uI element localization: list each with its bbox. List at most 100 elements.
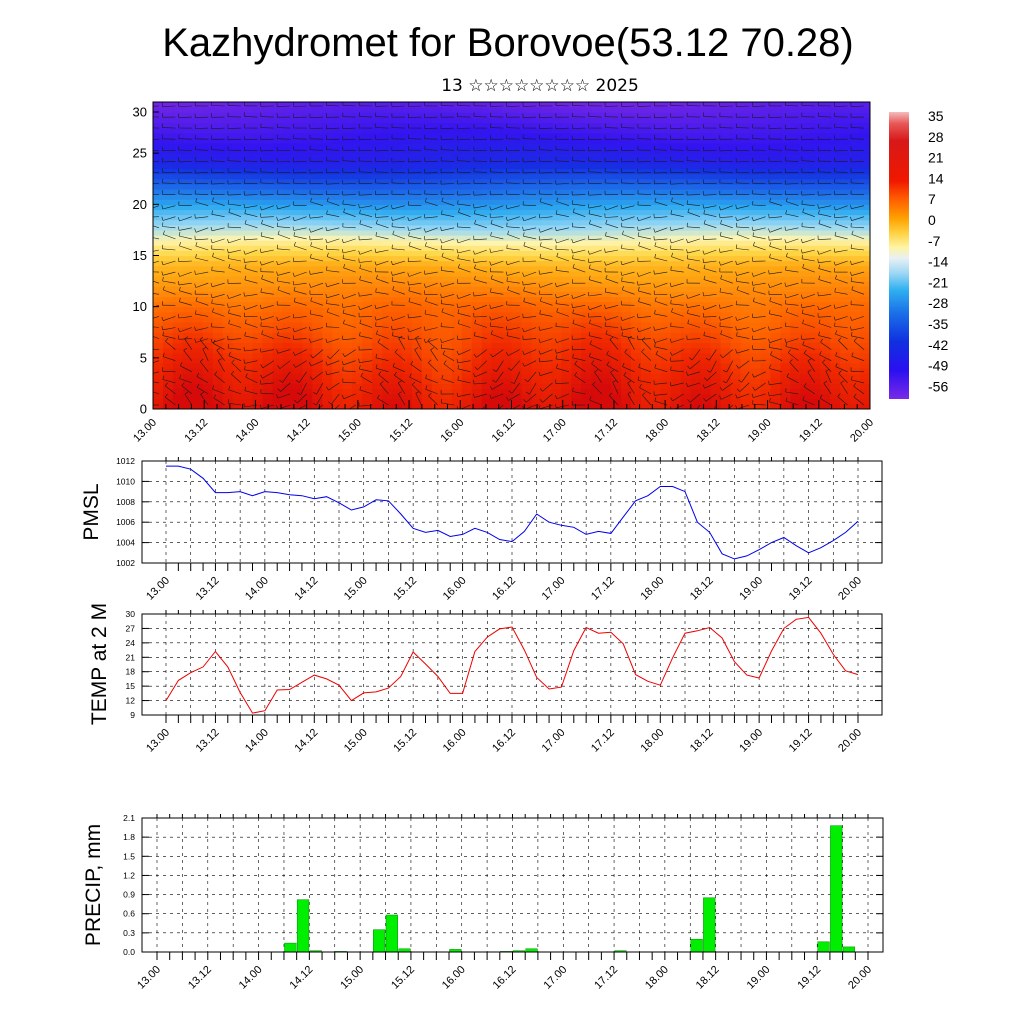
heatmap-cell [481,286,493,292]
heatmap-cell [441,316,453,323]
heatmap-cell [730,275,742,282]
heatmap-cell [232,383,244,390]
wind-barb-flag [325,293,328,298]
heatmap-cell [272,199,284,205]
heatmap-cell [611,301,622,308]
heatmap-cell [611,398,622,405]
heatmap-cell [421,163,433,170]
heatmap-cell [431,188,443,195]
heatmap-cell [670,235,682,241]
heatmap-cell [491,286,503,292]
heatmap-cell [740,327,752,333]
heatmap-cell [212,383,224,390]
heatmap-cell [441,194,453,200]
heatmap-cell [800,306,811,313]
heatmap-cell [411,204,423,211]
heatmap-cell [680,260,692,267]
heatmap-cell [541,327,552,333]
heatmap-cell [172,265,184,272]
wind-barb [294,327,307,333]
heatmap-cell [631,188,642,195]
heatmap-cell [162,403,174,409]
heatmap-cell [431,388,443,395]
wind-barb [228,238,242,244]
heatmap-cell [451,132,463,139]
heatmap-cell [571,296,582,303]
heatmap-cell [810,163,821,170]
heatmap-cell [850,357,861,364]
heatmap-cell [491,383,503,390]
heatmap-cell [730,337,742,344]
heatmap-cell [302,311,313,318]
heatmap-cell [282,322,294,328]
heatmap-cell [750,224,762,231]
heatmap-cell [860,337,870,344]
heatmap-cell [172,112,184,118]
wind-barb [309,149,324,151]
heatmap-cell [790,148,801,154]
heatmap-cell [780,275,791,282]
heatmap-cell [670,388,682,395]
wind-barb [277,349,291,354]
heatmap-cell [172,368,184,374]
heatmap-cell [222,383,234,390]
heatmap-cell [312,204,323,211]
heatmap-cell [242,188,254,195]
heatmap-cell [282,240,294,246]
heatmap-cell [232,102,244,108]
heatmap-cell [561,260,572,267]
heatmap-cell [471,112,483,118]
heatmap-cell [153,178,164,185]
heatmap-cell [660,127,672,134]
heatmap-cell [491,137,503,144]
heatmap-cell [202,245,214,251]
heatmap-cell [382,362,393,369]
heatmap-cell [830,168,841,175]
heatmap-cell [262,112,274,118]
heatmap-cell [740,286,752,292]
heatmap-cell [710,178,722,185]
heatmap-cell [192,403,204,409]
heatmap-cell [800,327,811,333]
heatmap-cell [322,148,333,154]
wind-barb [261,205,274,211]
heatmap-cell [591,398,602,405]
heatmap-cell [660,270,672,277]
heatmap-cell [690,122,702,129]
heatmap-cell [760,224,772,231]
heatmap-cell [362,250,373,257]
heatmap-cell [521,127,533,134]
heatmap-cell [481,270,493,277]
heatmap-cell [810,183,821,190]
heatmap-cell [551,388,562,395]
heatmap-cell [830,291,841,298]
heatmap-cell [332,316,343,323]
heatmap-cell [670,362,682,369]
heatmap-cell [740,199,752,205]
heatmap-cell [521,301,533,308]
heatmap-cell [740,260,752,267]
heatmap-cell [222,291,234,298]
heatmap-cell [611,235,622,241]
heatmap-cell [481,327,493,333]
heatmap-cell [302,398,313,405]
heatmap-cell [282,378,294,385]
heatmap-cell [860,311,870,318]
heatmap-cell [810,229,821,236]
heatmap-cell [660,214,672,221]
heatmap-cell [252,235,264,241]
heatmap-cell [650,342,662,349]
heatmap-cell [700,168,712,175]
heatmap-cell [690,107,702,113]
heatmap-cell [551,107,562,113]
heatmap-cell [591,393,602,400]
heatmap-cell [411,142,423,149]
heatmap-cell [352,224,363,231]
heatmap-cell [531,388,542,395]
heatmap-cell [461,327,473,333]
heatmap-cell [770,322,781,328]
heatmap-cell [521,393,533,400]
heatmap-cell [202,398,214,405]
heatmap-cell [491,102,503,108]
wind-barb [228,312,242,317]
